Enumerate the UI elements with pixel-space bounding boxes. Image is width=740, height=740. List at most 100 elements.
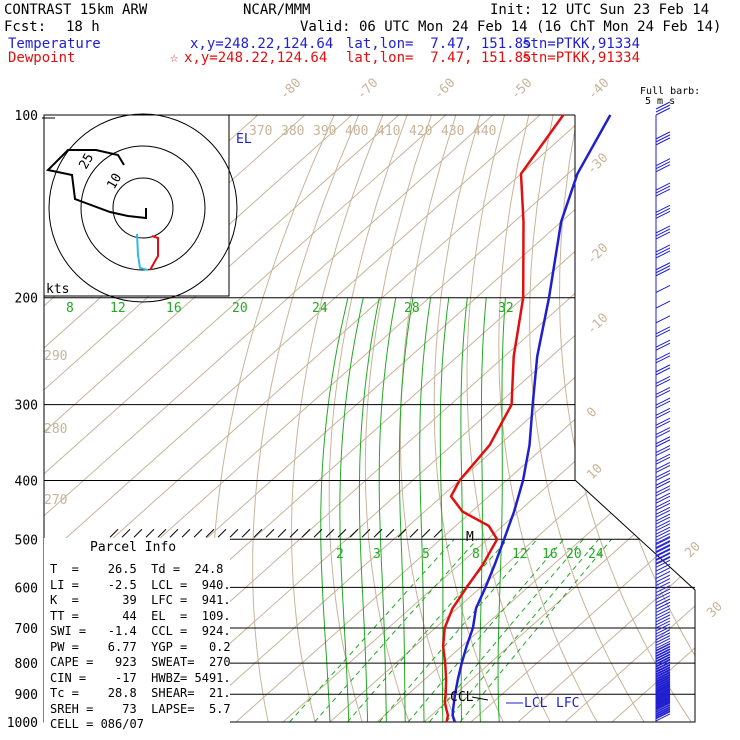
dry-adiabat-line bbox=[558, 115, 692, 722]
isotherm-line bbox=[611, 115, 695, 722]
wind-barb bbox=[655, 581, 671, 590]
wind-barb bbox=[655, 696, 671, 705]
wind-barb bbox=[655, 694, 671, 703]
wind-barb bbox=[655, 400, 671, 409]
wind-barb bbox=[655, 364, 671, 373]
isotherm-line bbox=[517, 115, 695, 722]
parcel-info-row: Tc = 28.8 SHEAR= 21. bbox=[50, 686, 231, 700]
hatch-mark bbox=[361, 528, 371, 538]
wind-barb bbox=[655, 706, 671, 715]
isotherm-label: -40 bbox=[585, 76, 612, 103]
dry-adiabat-line bbox=[588, 115, 695, 722]
wind-barb bbox=[655, 658, 671, 667]
hatch-mark bbox=[337, 528, 347, 538]
wind-barb bbox=[655, 439, 671, 448]
theta-label: 370 bbox=[249, 124, 272, 139]
m-label: M bbox=[466, 530, 474, 545]
isotherm-label: -60 bbox=[431, 76, 458, 103]
hodograph-ring bbox=[80, 145, 206, 271]
wind-barb bbox=[655, 204, 671, 213]
wind-barb bbox=[655, 629, 671, 638]
mixing-ratio-label: 12 bbox=[512, 547, 528, 562]
parcel-info-row: PW = 6.77 YGP = 0.2 bbox=[50, 639, 231, 654]
wind-barb bbox=[655, 574, 671, 583]
hodo-ring-label: 25 bbox=[76, 151, 97, 172]
dry-adiabat-line bbox=[697, 115, 740, 722]
isotherm-line bbox=[44, 115, 588, 722]
wind-barb bbox=[655, 611, 671, 620]
dry-adiabat-line bbox=[616, 115, 695, 722]
wind-barb bbox=[655, 137, 671, 146]
isotherm-line bbox=[470, 115, 695, 722]
wind-barb bbox=[655, 570, 671, 579]
mixing-ratio-line bbox=[314, 538, 478, 722]
mixing-ratio-label: 3 bbox=[373, 547, 381, 562]
wind-barb bbox=[655, 710, 671, 719]
mixing-ratio-label: 2 bbox=[336, 547, 344, 562]
dry-adiabat-line bbox=[252, 115, 360, 722]
parcel-info-row: T = 26.5 Td = 24.8 bbox=[50, 562, 224, 576]
moist-adiabat-label: 8 bbox=[66, 301, 74, 316]
pressure-tick-label: 200 bbox=[15, 292, 38, 307]
theta-label: 400 bbox=[345, 124, 368, 139]
hatch-mark bbox=[193, 528, 203, 538]
wind-barb bbox=[655, 456, 671, 465]
wind-barb bbox=[655, 300, 671, 309]
wind-barb bbox=[655, 713, 671, 722]
theta-label: 420 bbox=[409, 124, 432, 139]
pressure-tick-label: 600 bbox=[15, 581, 38, 596]
wind-barb bbox=[655, 541, 671, 550]
wind-barb bbox=[655, 673, 671, 682]
isotherm-line bbox=[44, 115, 353, 722]
theta-label: 270 bbox=[44, 493, 67, 508]
mixing-ratio-label: 5 bbox=[422, 547, 430, 562]
hatch-mark bbox=[217, 528, 227, 538]
hatch-mark bbox=[157, 528, 167, 538]
wind-barb bbox=[655, 430, 671, 439]
wind-barb bbox=[655, 578, 671, 587]
dry-adiabat-line bbox=[291, 115, 384, 722]
wind-barb bbox=[655, 687, 671, 696]
hodograph-ring bbox=[48, 113, 238, 303]
wind-barb bbox=[655, 502, 671, 511]
hatch-mark bbox=[433, 528, 443, 538]
isotherm-line bbox=[188, 115, 695, 722]
parcel-info-row: LI = -2.5 LCL = 940. bbox=[50, 577, 231, 592]
wind-barb bbox=[655, 420, 671, 429]
wind-barb bbox=[655, 509, 671, 518]
isotherm-line bbox=[44, 115, 494, 722]
dry-adiabat-line bbox=[364, 115, 432, 722]
hatch-mark bbox=[205, 528, 215, 538]
wind-barb bbox=[655, 702, 671, 711]
init-time: Init: 12 UTC Sun 23 Feb 14 bbox=[490, 2, 710, 18]
wind-barb bbox=[655, 563, 671, 572]
wind-barb bbox=[655, 407, 671, 416]
wind-barb bbox=[655, 182, 671, 191]
wind-barb bbox=[655, 698, 671, 707]
wind-barb bbox=[655, 692, 671, 701]
wind-barb bbox=[655, 686, 671, 695]
hatch-mark bbox=[385, 528, 395, 538]
pressure-tick-label: 900 bbox=[15, 688, 38, 703]
hatch-mark bbox=[325, 528, 335, 538]
wind-barb bbox=[655, 695, 671, 704]
wind-barb bbox=[655, 623, 671, 632]
isotherm-label: 0 bbox=[584, 405, 600, 421]
wind-barb bbox=[655, 473, 671, 481]
wind-barb bbox=[655, 552, 671, 561]
temperature-latlon: lat,lon= 7.47, 151.85 bbox=[346, 36, 532, 52]
theta-label: 280 bbox=[44, 422, 67, 437]
mixing-ratio-line bbox=[429, 538, 584, 722]
axis-labels: -80-70-60-50-40-30-20-100102030403703803… bbox=[0, 0, 726, 711]
wind-barb bbox=[655, 134, 671, 143]
wind-barbs bbox=[655, 101, 671, 722]
wind-barb bbox=[655, 284, 671, 293]
wind-barb bbox=[655, 588, 671, 597]
wind-barb bbox=[655, 131, 671, 140]
parcel-info-row: TT = 44 EL = 109. bbox=[50, 608, 231, 623]
wind-barb bbox=[655, 693, 671, 702]
wind-barb bbox=[655, 268, 671, 277]
wind-barb bbox=[655, 536, 671, 544]
hodo-units-label: kts bbox=[46, 282, 69, 297]
full-barb-label: Full barb: bbox=[640, 86, 701, 97]
